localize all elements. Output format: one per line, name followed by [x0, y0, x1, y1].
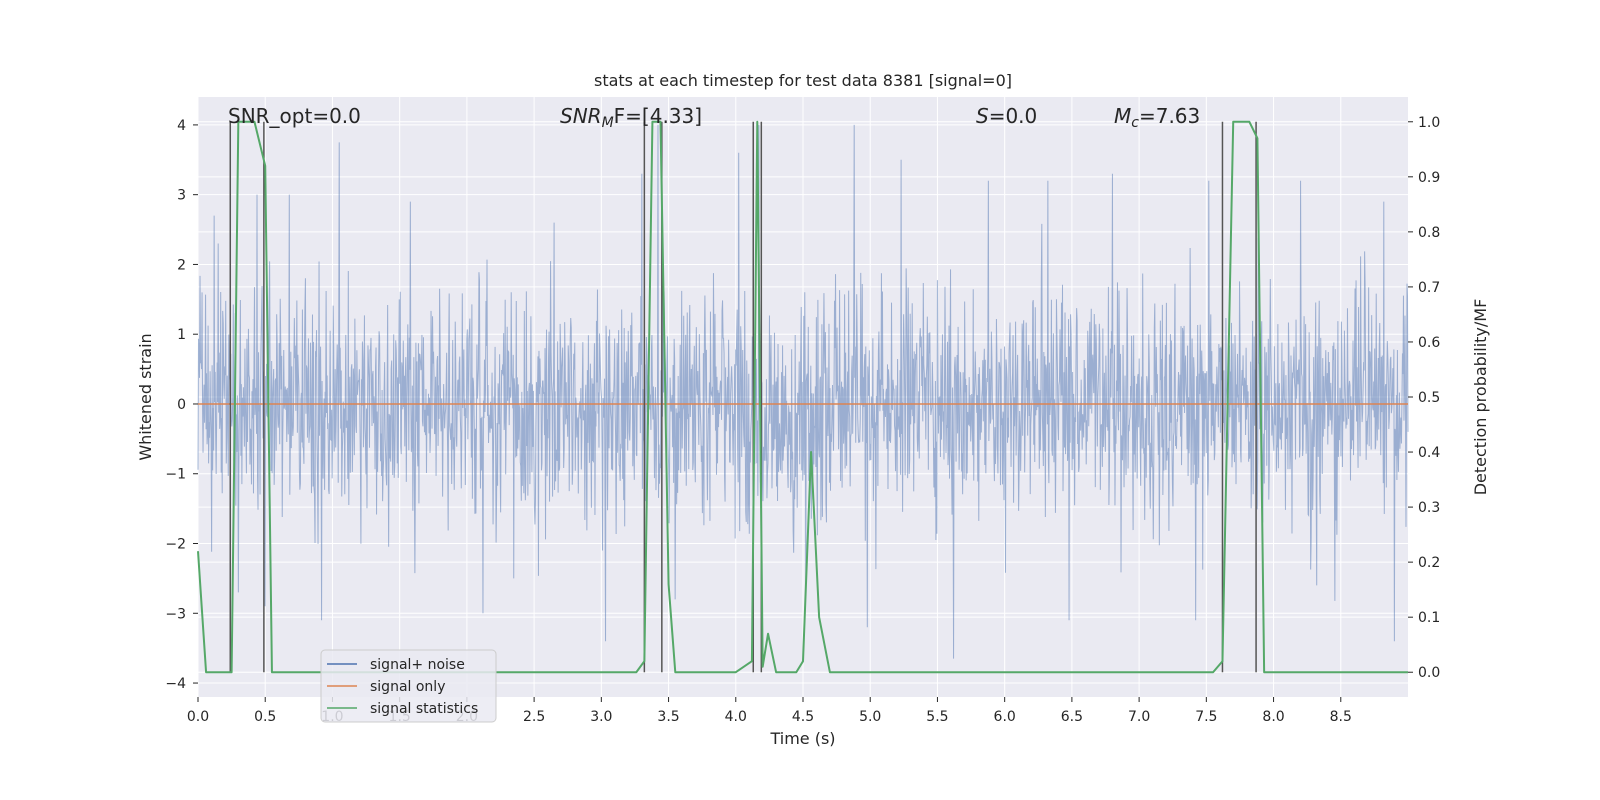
x-axis-label: Time (s): [769, 729, 835, 748]
x-tick-label: 7.5: [1195, 709, 1217, 725]
y2-axis-ticks: 1.0 0.9 0.8 0.7 0.6 0.5 0.4 0.3 0.2 0.1 0.0: [1408, 115, 1440, 681]
y-axis-label: Whitened strain: [136, 333, 155, 460]
y2-tick-label: 0.2: [1418, 555, 1440, 571]
annotation-mc: Mc=7.63: [1114, 104, 1200, 131]
y-tick-label: −2: [165, 537, 186, 553]
series-signal-statistics: [197, 120, 1408, 674]
annotation-s-name: S: [976, 104, 989, 128]
x-tick-label: 5.5: [926, 709, 948, 725]
y-tick-label: 2: [177, 257, 186, 273]
series-signal-noise: [197, 124, 1409, 659]
y2-tick-label: 0.0: [1418, 665, 1440, 681]
x-tick-label: 6.5: [1061, 709, 1083, 725]
x-tick-label: 4.5: [792, 709, 814, 725]
x-tick-label: 0.0: [187, 709, 209, 725]
legend-label-signal-statistics: signal statistics: [370, 701, 478, 717]
legend: signal+ noise signal only signal statist…: [320, 649, 497, 723]
x-tick-label: 8.0: [1262, 709, 1284, 725]
y2-tick-label: 0.6: [1418, 335, 1440, 351]
y2-tick-label: 1.0: [1418, 115, 1440, 131]
y-tick-label: 0: [177, 397, 186, 413]
x-tick-label: 4.0: [725, 709, 747, 725]
x-tick-label: 3.5: [657, 709, 679, 725]
annotation-snr-mf: SNRMF=[4.33]: [560, 104, 702, 131]
chart-title: stats at each timestep for test data 838…: [594, 71, 1012, 90]
y-tick-label: 3: [177, 188, 186, 204]
annotation-snr-mf-name: SNR: [560, 104, 602, 128]
legend-label-signal-noise: signal+ noise: [370, 657, 465, 673]
annotation-snr-opt: SNR_opt=0.0: [228, 104, 361, 128]
y2-tick-label: 0.1: [1418, 610, 1440, 626]
x-tick-label: 2.5: [523, 709, 545, 725]
y2-tick-label: 0.9: [1418, 170, 1440, 186]
y2-tick-label: 0.5: [1418, 390, 1440, 406]
annotation-mc-sub: c: [1131, 115, 1139, 131]
annotation-mc-value: =7.63: [1139, 104, 1200, 128]
x-tick-label: 6.0: [994, 709, 1016, 725]
y-tick-label: 1: [177, 327, 186, 343]
y-tick-label: 4: [177, 118, 186, 134]
annotation-s: S=0.0: [976, 104, 1037, 128]
x-tick-label: 8.5: [1330, 709, 1352, 725]
annotation-s-value: =0.0: [989, 104, 1038, 128]
legend-label-signal-only: signal only: [370, 679, 445, 695]
legend-box: [320, 649, 497, 723]
y2-axis-label: Detection probability/MF: [1471, 299, 1490, 496]
annotation-snr-mf-sub: M: [602, 115, 614, 131]
y-axis-ticks: 4 3 2 1 0 −1 −2 −3 −4: [165, 118, 198, 692]
y2-tick-label: 0.4: [1418, 445, 1440, 461]
statistics-line: [197, 120, 1408, 674]
noise-line: [197, 124, 1409, 659]
y-tick-label: −4: [165, 676, 186, 692]
annotations: SNR_opt=0.0 SNRMF=[4.33] S=0.0 Mc=7.63: [228, 104, 1200, 131]
y2-tick-label: 0.3: [1418, 500, 1440, 516]
x-tick-label: 3.0: [590, 709, 612, 725]
y2-tick-label: 0.8: [1418, 225, 1440, 241]
y-tick-label: −3: [165, 606, 186, 622]
x-tick-label: 0.5: [254, 709, 276, 725]
y2-tick-label: 0.7: [1418, 280, 1440, 296]
marker-vlines: [229, 121, 1257, 673]
x-tick-label: 5.0: [859, 709, 881, 725]
y-tick-label: −1: [165, 467, 186, 483]
annotation-snr-mf-value: F=[4.33]: [614, 104, 702, 128]
x-tick-label: 7.0: [1128, 709, 1150, 725]
annotation-mc-name: M: [1114, 104, 1131, 128]
